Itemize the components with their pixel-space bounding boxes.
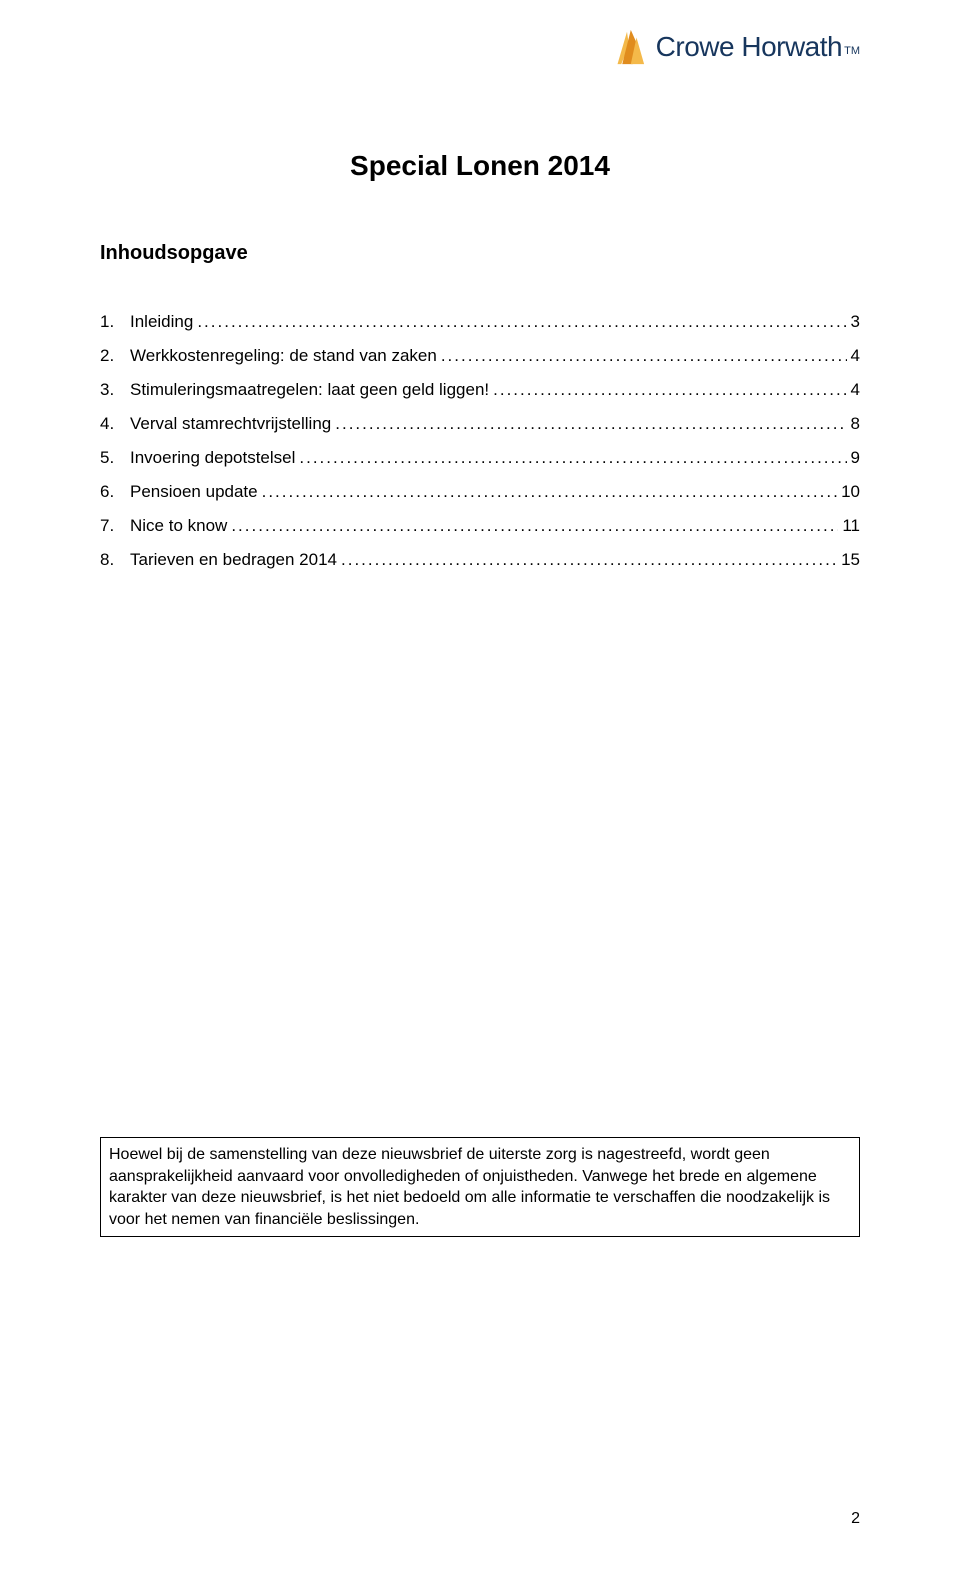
toc-item-label: Tarieven en bedragen 2014 bbox=[130, 543, 337, 577]
toc-leader-dots bbox=[193, 305, 846, 339]
toc-leader-dots bbox=[295, 441, 846, 475]
toc-item-number: 7. bbox=[100, 509, 130, 543]
toc-leader-dots bbox=[489, 373, 846, 407]
toc-item-label: Verval stamrechtvrijstelling bbox=[130, 407, 331, 441]
logo-brand-name: Crowe Horwath bbox=[656, 31, 842, 63]
document-title: Special Lonen 2014 bbox=[100, 150, 860, 182]
page-number: 2 bbox=[851, 1510, 860, 1528]
document-content: Special Lonen 2014 Inhoudsopgave 1. Inle… bbox=[100, 50, 860, 1237]
toc-item-number: 1. bbox=[100, 305, 130, 339]
toc-item[interactable]: 3. Stimuleringsmaatregelen: laat geen ge… bbox=[100, 373, 860, 407]
toc-item-number: 6. bbox=[100, 475, 130, 509]
toc-item[interactable]: 2. Werkkostenregeling: de stand van zake… bbox=[100, 339, 860, 373]
toc-item-page: 3 bbox=[847, 305, 860, 339]
toc-leader-dots bbox=[337, 543, 837, 577]
toc-item-page: 8 bbox=[847, 407, 860, 441]
toc-item-label: Pensioen update bbox=[130, 475, 258, 509]
toc-item-label: Stimuleringsmaatregelen: laat geen geld … bbox=[130, 373, 489, 407]
toc-heading: Inhoudsopgave bbox=[100, 242, 860, 265]
toc-item-page: 15 bbox=[837, 543, 860, 577]
toc-item[interactable]: 6. Pensioen update 10 bbox=[100, 475, 860, 509]
toc-item-page: 4 bbox=[847, 339, 860, 373]
toc-item-label: Invoering depotstelsel bbox=[130, 441, 295, 475]
toc-item[interactable]: 7. Nice to know 11 bbox=[100, 509, 860, 543]
logo-text: Crowe Horwath TM bbox=[656, 31, 860, 63]
toc-leader-dots bbox=[331, 407, 846, 441]
toc-item-page: 10 bbox=[837, 475, 860, 509]
toc-item[interactable]: 8. Tarieven en bedragen 2014 15 bbox=[100, 543, 860, 577]
brand-logo: Crowe Horwath TM bbox=[608, 28, 860, 66]
logo-trademark: TM bbox=[844, 45, 860, 57]
toc-leader-dots bbox=[258, 475, 837, 509]
toc-item-page: 9 bbox=[847, 441, 860, 475]
toc-list: 1. Inleiding 3 2. Werkkostenregeling: de… bbox=[100, 305, 860, 577]
toc-leader-dots bbox=[437, 339, 847, 373]
toc-item[interactable]: 1. Inleiding 3 bbox=[100, 305, 860, 339]
toc-item-page: 4 bbox=[847, 373, 860, 407]
toc-item-number: 4. bbox=[100, 407, 130, 441]
toc-item[interactable]: 4. Verval stamrechtvrijstelling 8 bbox=[100, 407, 860, 441]
toc-item-label: Werkkostenregeling: de stand van zaken bbox=[130, 339, 437, 373]
toc-leader-dots bbox=[227, 509, 838, 543]
disclaimer-box: Hoewel bij de samenstelling van deze nie… bbox=[100, 1137, 860, 1237]
toc-item-number: 5. bbox=[100, 441, 130, 475]
toc-item-number: 8. bbox=[100, 543, 130, 577]
toc-item[interactable]: 5. Invoering depotstelsel 9 bbox=[100, 441, 860, 475]
toc-item-page: 11 bbox=[838, 509, 860, 543]
toc-item-number: 3. bbox=[100, 373, 130, 407]
toc-item-label: Nice to know bbox=[130, 509, 227, 543]
toc-item-number: 2. bbox=[100, 339, 130, 373]
logo-mark-icon bbox=[608, 28, 646, 66]
document-page: Crowe Horwath TM Special Lonen 2014 Inho… bbox=[0, 0, 960, 1578]
toc-item-label: Inleiding bbox=[130, 305, 193, 339]
